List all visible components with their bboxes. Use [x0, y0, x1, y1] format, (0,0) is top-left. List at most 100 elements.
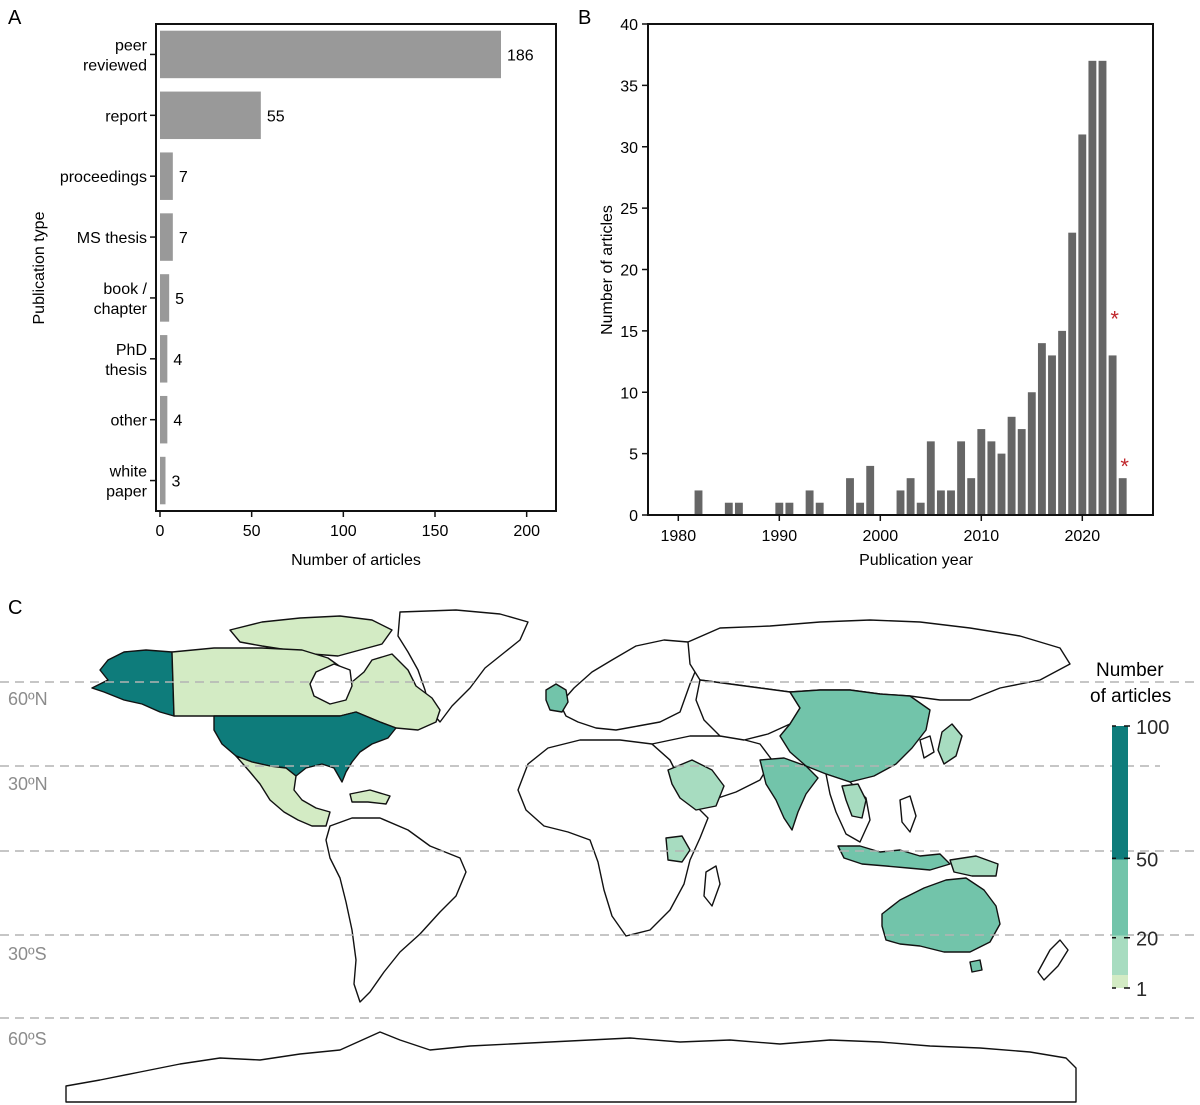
thailand-vietnam	[841, 783, 867, 819]
mexico	[235, 755, 331, 827]
panel-a-data-label: 55	[267, 108, 285, 125]
panel-a-data-label: 3	[172, 474, 181, 491]
panel-b-annotations: **	[1110, 306, 1129, 478]
panel-a-x-axis-label: Number of articles	[291, 552, 421, 569]
panel-b-bar	[815, 502, 824, 515]
panel-a-x-tick-label: 0	[156, 523, 165, 540]
japan	[937, 723, 963, 765]
panel-b-bar	[896, 490, 905, 515]
panel-a-category-label: report	[105, 108, 147, 125]
panel-b-bar	[906, 478, 915, 515]
panel-b-y-tick-label: 35	[620, 78, 638, 95]
panel-b-bar	[1088, 60, 1097, 515]
panel-a-bar	[160, 213, 173, 261]
panel-a-data-label: 4	[173, 352, 182, 369]
saudi-arabia	[667, 759, 725, 811]
legend-ticks: 100 50 20 1	[1112, 717, 1169, 1001]
map-legend: Number of articles 100 50 20 1	[1090, 660, 1171, 1001]
panel-b-bar	[1048, 355, 1056, 515]
central-asia	[695, 679, 801, 741]
panel-b-bar	[734, 502, 743, 515]
panel-b-bar	[694, 490, 703, 515]
panel-b-bar	[1118, 478, 1127, 515]
panel-b-bar	[1108, 355, 1117, 515]
panel-b-y-tick-label: 20	[620, 263, 638, 280]
panel-b-bar	[724, 502, 733, 515]
legend-tick-label: 100	[1136, 717, 1169, 739]
panel-a-category-label: white paper	[106, 464, 148, 501]
panel-b-bar	[997, 453, 1006, 515]
korea	[919, 735, 935, 759]
latitude-label-60n: 60ºN	[8, 689, 48, 709]
panel-b-bar	[805, 490, 814, 515]
panel-b-y-ticks: 0 5 10 15 20 25 30 35 40	[620, 17, 648, 525]
panel-b-bar	[947, 490, 955, 515]
panel-b-y-tick-label: 40	[620, 17, 638, 34]
panel-a-bar	[160, 335, 168, 383]
panel-b-bar	[785, 502, 794, 515]
panel-b-bar	[1098, 60, 1107, 515]
china	[779, 689, 931, 783]
panel-b-bar	[866, 465, 875, 515]
panel-b-x-tick-label: 1980	[661, 528, 697, 545]
panel-b-bar	[846, 478, 854, 515]
panel-a-data-label: 7	[179, 230, 188, 247]
panel-b-bar	[936, 490, 945, 515]
latitude-label-30s: 30ºS	[8, 944, 47, 964]
panel-b-y-tick-label: 5	[629, 447, 638, 464]
panel-b-y-tick-label: 25	[620, 201, 638, 218]
africa	[517, 739, 709, 937]
kenya	[665, 835, 691, 863]
panel-b: B ** 1980 1990 2000 2010 2020 05101520253035…	[578, 7, 1154, 569]
world-map	[65, 609, 1077, 1103]
panel-b-bar	[775, 502, 784, 515]
tasmania	[969, 959, 983, 973]
panel-b-x-tick-label: 1990	[762, 528, 798, 545]
legend-tick-label: 20	[1136, 929, 1158, 951]
panel-a-category-label: proceedings	[60, 169, 147, 186]
legend-tick-label: 50	[1136, 849, 1158, 871]
panel-a-category-label: MS thesis	[77, 230, 147, 247]
india	[759, 757, 819, 831]
panel-b-bar	[1058, 330, 1067, 515]
panel-a-category-label: PhD thesis	[105, 342, 147, 379]
panel-a-bar	[160, 91, 261, 140]
panel-a: A 186 55 7 7 5 4 4 3 peer reviewed report proceedi…	[8, 7, 557, 569]
panel-a-x-ticks: 0 50 100 150 200	[156, 511, 540, 540]
panel-b-x-tick-label: 2010	[964, 528, 1000, 545]
panel-b-x-tick-label: 2020	[1065, 528, 1101, 545]
panel-b-bar	[967, 478, 976, 515]
panel-a-bar	[160, 274, 170, 322]
latitude-lines	[0, 681, 1200, 1019]
panel-b-bar	[1017, 429, 1026, 515]
panel-a-bar	[160, 395, 168, 444]
panel-a-data-label: 4	[173, 413, 182, 430]
south-america	[325, 817, 467, 1003]
panel-b-y-tick-label: 15	[620, 324, 638, 341]
antarctica	[65, 1031, 1077, 1103]
panel-a-bar	[160, 30, 501, 79]
panel-b-bar	[1068, 232, 1077, 516]
panel-b-y-axis-label: Number of articles	[599, 205, 616, 335]
panel-a-bar	[160, 152, 173, 200]
panel-a-y-axis-label: Publication type	[31, 211, 48, 324]
panel-a-data-label: 186	[507, 47, 534, 64]
panel-b-bar	[916, 502, 925, 515]
alaska	[91, 649, 175, 717]
panel-a-category-label: book / chapter	[94, 281, 148, 318]
panel-a-letter: A	[8, 7, 22, 29]
panel-b-y-tick-label: 30	[620, 140, 638, 157]
panel-a-x-tick-label: 50	[243, 523, 261, 540]
panel-a-category-label: peer reviewed	[83, 37, 148, 74]
panel-b-bar	[1078, 134, 1087, 515]
panel-a-data-label: 5	[175, 291, 184, 308]
caribbean-islands	[349, 789, 391, 805]
panel-b-bar	[957, 441, 966, 515]
panel-a-bar	[160, 456, 166, 505]
panel-b-asterisk: *	[1110, 306, 1119, 331]
panel-b-bar	[926, 441, 935, 515]
panel-b-bar	[1007, 416, 1016, 515]
panel-b-bar	[1037, 343, 1046, 515]
europe	[559, 639, 701, 731]
